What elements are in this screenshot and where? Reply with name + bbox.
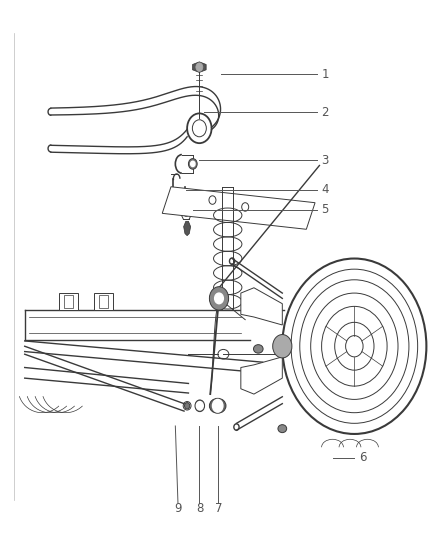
Circle shape: [196, 63, 203, 71]
Polygon shape: [193, 62, 206, 72]
Polygon shape: [99, 295, 108, 308]
Text: 9: 9: [174, 503, 182, 515]
Circle shape: [273, 335, 292, 358]
Polygon shape: [184, 221, 191, 236]
Polygon shape: [241, 357, 283, 394]
Circle shape: [215, 293, 223, 304]
Polygon shape: [64, 295, 73, 308]
Text: 4: 4: [321, 183, 329, 197]
Circle shape: [184, 402, 190, 409]
Text: 2: 2: [321, 106, 329, 119]
Ellipse shape: [195, 400, 205, 411]
Text: 7: 7: [215, 503, 222, 515]
Circle shape: [196, 401, 203, 410]
Text: 1: 1: [321, 68, 329, 80]
Circle shape: [209, 287, 229, 310]
Text: 5: 5: [321, 203, 329, 216]
Ellipse shape: [278, 425, 287, 433]
Polygon shape: [59, 293, 78, 310]
Polygon shape: [241, 288, 283, 325]
Ellipse shape: [209, 398, 226, 413]
Circle shape: [212, 399, 223, 412]
Circle shape: [188, 159, 197, 169]
Text: 6: 6: [359, 451, 366, 464]
Text: 3: 3: [321, 154, 329, 167]
Polygon shape: [94, 293, 113, 310]
Ellipse shape: [254, 345, 263, 353]
Polygon shape: [162, 187, 315, 229]
Text: 8: 8: [196, 503, 203, 515]
Circle shape: [191, 161, 195, 166]
